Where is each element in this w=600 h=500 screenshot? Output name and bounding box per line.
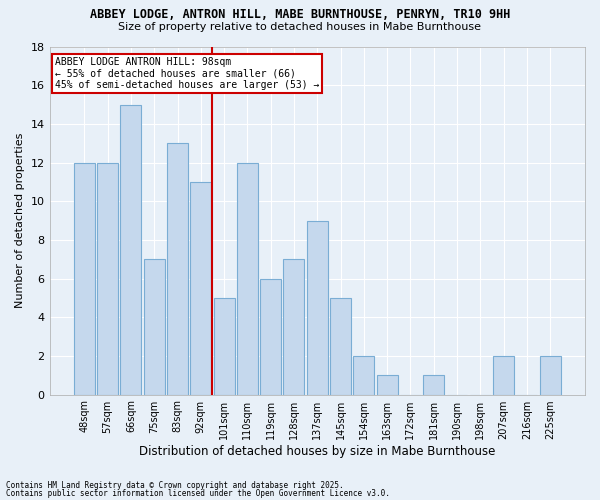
Text: Contains public sector information licensed under the Open Government Licence v3: Contains public sector information licen… [6,488,390,498]
Bar [283,259,304,394]
Y-axis label: Number of detached properties: Number of detached properties [15,133,25,308]
Bar [121,104,142,395]
Bar [423,375,444,394]
Bar [539,356,560,395]
Bar [237,162,258,394]
Text: ABBEY LODGE ANTRON HILL: 98sqm
← 55% of detached houses are smaller (66)
45% of : ABBEY LODGE ANTRON HILL: 98sqm ← 55% of … [55,57,319,90]
Bar [353,356,374,395]
Bar [330,298,351,394]
Text: ABBEY LODGE, ANTRON HILL, MABE BURNTHOUSE, PENRYN, TR10 9HH: ABBEY LODGE, ANTRON HILL, MABE BURNTHOUS… [90,8,510,20]
Bar [97,162,118,394]
Bar [493,356,514,395]
Bar [260,278,281,394]
Bar [144,259,165,394]
Bar [307,220,328,394]
Bar [214,298,235,394]
Text: Contains HM Land Registry data © Crown copyright and database right 2025.: Contains HM Land Registry data © Crown c… [6,481,344,490]
Bar [377,375,398,394]
Bar [74,162,95,394]
Bar [190,182,211,394]
X-axis label: Distribution of detached houses by size in Mabe Burnthouse: Distribution of detached houses by size … [139,444,496,458]
Text: Size of property relative to detached houses in Mabe Burnthouse: Size of property relative to detached ho… [119,22,482,32]
Bar [167,143,188,395]
